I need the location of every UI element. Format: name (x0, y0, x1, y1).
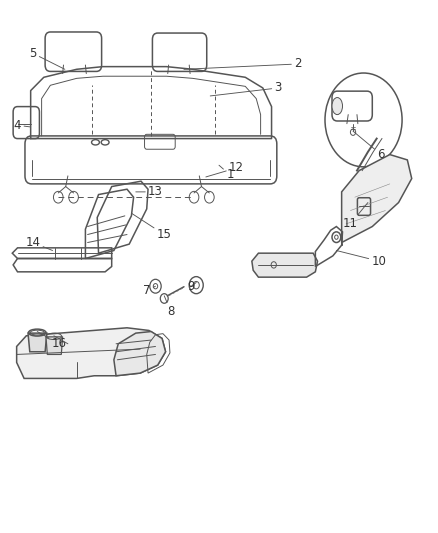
Text: 2: 2 (184, 58, 302, 70)
Text: 1: 1 (219, 165, 234, 181)
Polygon shape (342, 155, 412, 243)
Polygon shape (252, 253, 318, 277)
Polygon shape (114, 332, 166, 376)
Text: 16: 16 (37, 332, 67, 350)
Text: 3: 3 (210, 82, 282, 96)
Text: 8: 8 (164, 296, 174, 318)
Text: 6: 6 (353, 131, 385, 161)
Text: 5: 5 (29, 47, 65, 69)
Text: 15: 15 (131, 213, 172, 241)
Text: 14: 14 (25, 236, 53, 251)
Text: 13: 13 (136, 185, 163, 198)
Polygon shape (17, 328, 166, 378)
Text: 10: 10 (336, 251, 386, 268)
Text: 11: 11 (343, 203, 368, 230)
Text: 7: 7 (143, 284, 155, 297)
Ellipse shape (332, 98, 343, 115)
Text: 4: 4 (14, 119, 30, 132)
Text: 12: 12 (206, 161, 244, 177)
Polygon shape (28, 333, 47, 352)
Text: 9: 9 (187, 280, 196, 293)
Polygon shape (46, 337, 63, 354)
